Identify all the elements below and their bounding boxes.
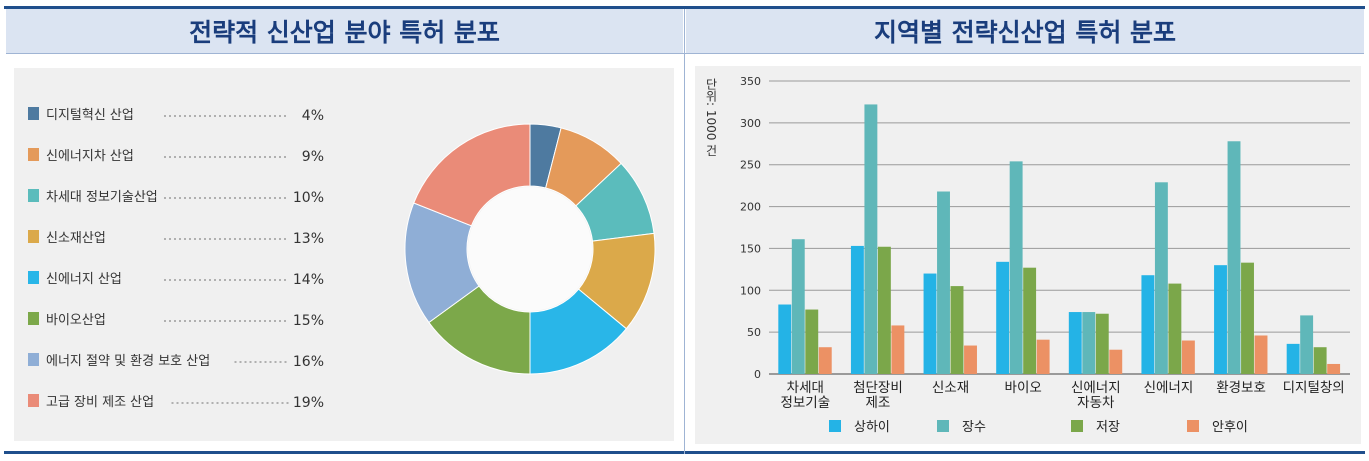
bar	[1082, 312, 1096, 374]
y-tick-label: 200	[740, 201, 761, 214]
legend-label: 차세대 정보기술산업	[46, 190, 158, 205]
legend-label: 고급 장비 제조 산업	[46, 395, 154, 410]
x-tick-label: 정보기술	[780, 395, 830, 411]
bar	[1154, 182, 1168, 374]
legend-swatch	[28, 189, 39, 202]
legend-value: 13%	[293, 231, 324, 247]
bar	[1227, 141, 1241, 374]
bar	[877, 246, 891, 374]
right-panel-title: 지역별 전략신산업 특허 분포	[686, 9, 1364, 53]
bar	[964, 345, 977, 374]
y-tick-label: 0	[754, 368, 761, 381]
bar	[1286, 343, 1300, 374]
legend-label: 저장	[1096, 420, 1120, 435]
donut-hole	[468, 187, 592, 311]
legend-label: 안후이	[1212, 420, 1248, 435]
bar	[1109, 349, 1123, 374]
legend-swatch	[937, 420, 949, 432]
legend-label: 신에너지 산업	[46, 272, 122, 287]
donut-chart: 디지털혁신 산업 4% 신에너지차 산업 9% 차세대 정보기술산업 10% 신소재산업 13…	[28, 107, 656, 411]
legend-swatch	[28, 394, 39, 407]
legend-value: 14%	[293, 272, 324, 288]
bar	[1095, 313, 1109, 374]
legend-label: 디지털혁신 산업	[46, 108, 134, 123]
donut-slice	[413, 123, 531, 227]
legend-value: 16%	[293, 354, 324, 370]
x-tick-label: 바이오	[1005, 380, 1042, 396]
bar	[1327, 363, 1341, 374]
bar	[805, 309, 819, 374]
legend-label: 신에너지차 산업	[46, 149, 134, 164]
x-tick-label: 신에너지	[1144, 380, 1194, 396]
bar	[923, 273, 937, 374]
x-tick-label: 디지털창의	[1283, 380, 1345, 396]
legend-value: 15%	[293, 313, 324, 329]
legend-swatch	[28, 148, 39, 161]
y-tick-label: 100	[740, 284, 761, 297]
legend-value: 10%	[293, 190, 324, 206]
x-tick-label: 환경보호	[1216, 380, 1266, 396]
bar	[818, 347, 832, 374]
bar	[1023, 267, 1037, 374]
bar	[950, 286, 964, 374]
bar	[864, 104, 878, 374]
bar	[996, 261, 1010, 374]
bar	[1214, 265, 1227, 374]
y-tick-label: 50	[747, 326, 761, 339]
y-tick-label: 150	[740, 242, 761, 255]
panel-divider	[684, 9, 685, 454]
x-tick-label: 차세대	[787, 380, 824, 396]
bar	[1009, 161, 1023, 374]
legend-swatch	[28, 271, 39, 284]
legend-swatch	[1187, 420, 1199, 432]
bar	[1181, 340, 1195, 374]
bar	[1036, 339, 1050, 374]
x-tick-label: 첨단장비	[853, 380, 903, 396]
legend-value: 4%	[302, 108, 324, 124]
y-axis-label: 단위: 1000 건	[704, 78, 718, 157]
bar	[778, 304, 792, 374]
donut-chart-panel: 디지털혁신 산업 4% 신에너지차 산업 9% 차세대 정보기술산업 10% 신소재산업 13…	[14, 68, 674, 441]
bar	[850, 245, 864, 374]
bar	[1168, 283, 1182, 374]
legend-swatch	[28, 353, 39, 366]
x-tick-label: 신소재	[932, 380, 969, 396]
bar	[891, 325, 905, 374]
x-tick-label: 자동차	[1077, 395, 1115, 411]
x-tick-label: 신에너지	[1071, 380, 1121, 396]
bar	[1241, 262, 1254, 374]
left-panel-title: 전략적 신산업 분야 특허 분포	[6, 9, 683, 53]
legend-value: 19%	[293, 395, 324, 411]
legend-swatch	[28, 230, 39, 243]
bar	[1254, 335, 1268, 374]
y-tick-label: 300	[740, 117, 761, 130]
legend-swatch	[829, 420, 841, 432]
y-tick-label: 350	[740, 75, 761, 88]
legend-swatch	[28, 312, 39, 325]
bar	[1068, 312, 1082, 374]
legend-label: 신소재산업	[46, 231, 106, 246]
legend-label: 에너지 절약 및 환경 보호 산업	[46, 354, 210, 369]
legend-value: 9%	[302, 149, 324, 165]
x-tick-label: 제조	[866, 395, 891, 411]
legend-label: 바이오산업	[46, 313, 106, 328]
legend-swatch	[1071, 420, 1083, 432]
header-divider	[6, 53, 1364, 54]
y-tick-label: 250	[740, 159, 761, 172]
bar	[1300, 315, 1314, 374]
bar	[1313, 347, 1327, 374]
legend-label: 상하이	[854, 420, 890, 435]
legend-swatch	[28, 107, 39, 120]
bar	[791, 239, 805, 374]
bar	[937, 191, 950, 374]
bar	[1141, 275, 1155, 374]
legend-label: 장수	[962, 420, 986, 435]
